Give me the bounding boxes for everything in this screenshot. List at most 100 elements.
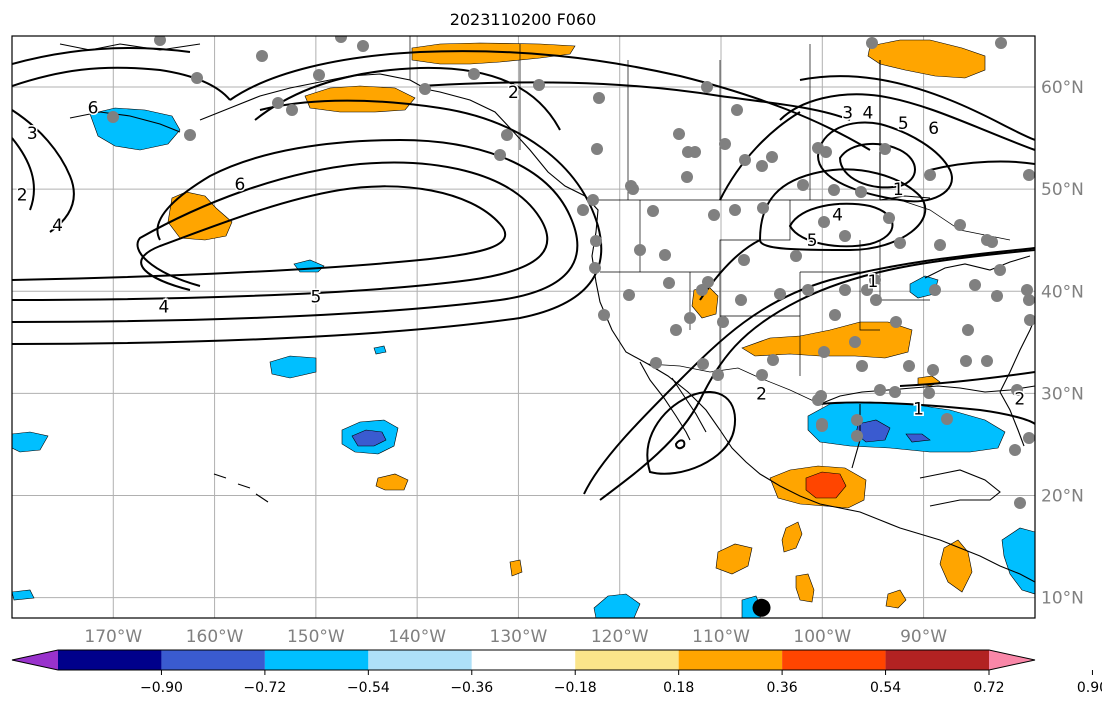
contour-line [254,66,561,131]
station-dot [889,386,901,398]
station-dot [855,186,867,198]
station-dot [591,143,603,155]
longitude-labels: 170°W 160°W 150°W 140°W 130°W 120°W 110°W 100°W… [84,627,947,647]
station-dot [494,149,506,161]
station-dot [286,104,298,116]
colorbar-segment [575,650,679,670]
station-dot [598,309,610,321]
station-dot [756,369,768,381]
orange-blob [375,473,409,491]
station-dot [712,369,724,381]
contour-line [12,138,579,323]
lat-tick-label: 50°N [1041,180,1084,200]
yucatan [919,469,1001,507]
colorbar-tick-label: −0.18 [554,680,597,696]
canada-provinces [519,44,811,200]
contour-line [12,137,35,211]
station-dot [717,316,729,328]
colorbar-segment [58,650,162,670]
station-dot [1024,314,1035,326]
station-dot [719,138,731,150]
station-dot [1023,169,1035,181]
station-dot [650,357,662,369]
station-marker [752,598,771,617]
orange-blob [781,521,803,553]
station-dot [729,204,741,216]
station-dot [851,414,863,426]
colorbar-segment [161,650,265,670]
station-dot [313,69,325,81]
station-dot [883,212,895,224]
station-dot [1014,497,1026,509]
station-dot [107,111,119,123]
station-dot [766,151,778,163]
station-dot [851,430,863,442]
colorbar-segment [678,650,783,670]
station-dot [812,394,824,406]
station-dot [866,37,878,49]
station-dot [869,274,881,286]
station-dot [634,244,646,256]
station-dot [627,183,639,195]
station-dot [879,143,891,155]
contour-line [929,160,1035,171]
station-dot [890,316,902,328]
florida [999,391,1025,447]
station-dot [903,360,915,372]
colorbar [11,649,1036,671]
station-dot [738,254,750,266]
contour-line [719,111,801,201]
station-dot [184,129,196,141]
lon-tick-label: 100°W [793,627,851,647]
station-dot [419,83,431,95]
station-dot [874,384,886,396]
station-dot [818,216,830,228]
colorbar-segment [471,650,576,670]
contour-label: 4 [159,298,170,318]
contour-line [838,142,916,189]
lat-tick-label: 10°N [1041,589,1084,609]
contour-label: 5 [807,231,818,251]
contour-label: 2 [1014,389,1025,409]
contour-line [12,161,549,301]
contour-line [788,202,894,248]
station-dot [1011,384,1023,396]
contour-label: 4 [52,216,63,236]
station-dot [767,354,779,366]
station-dot [994,264,1006,276]
colorbar-tick-label: 0.54 [870,680,901,696]
aleutians [59,43,201,133]
colorbar-tick-label: −0.36 [450,680,493,696]
orange-blob [741,321,913,359]
contour-label: 4 [832,206,843,226]
colorbar-extend-low [12,650,58,670]
station-dot [501,129,513,141]
station-dot [969,279,981,291]
orange-blob [509,559,523,577]
lon-tick-label: 130°W [490,627,548,647]
colorbar-tick-label: 0.18 [663,680,694,696]
contour-label: 5 [898,114,909,134]
station-dot [790,250,802,262]
lon-tick-label: 160°W [186,627,244,647]
orange-blob [885,589,907,609]
station-dot [929,284,941,296]
station-dot [839,230,851,242]
station-dot [986,236,998,248]
contour-line [419,81,851,121]
us-mexico-border [647,363,821,405]
contour-line [899,371,1035,387]
station-dot [272,97,284,109]
station-dots [107,36,1035,509]
orange-blob [715,543,753,575]
station-dot [587,194,599,206]
lon-tick-label: 120°W [591,627,649,647]
station-dot [701,81,713,93]
colorbar-outline [11,649,1036,671]
contour-label: 1 [893,180,904,200]
station-dot [702,276,714,288]
station-dot [357,40,369,52]
station-dot [191,72,203,84]
blue-dark-blob [351,429,387,447]
lon-tick-label: 90°W [900,627,947,647]
